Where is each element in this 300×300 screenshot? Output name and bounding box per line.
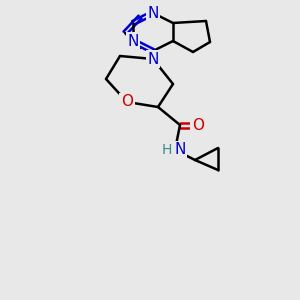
Text: O: O (121, 94, 133, 110)
Text: N: N (127, 34, 139, 49)
Text: N: N (174, 142, 186, 158)
Text: O: O (192, 118, 204, 133)
Text: N: N (147, 5, 159, 20)
Text: H: H (162, 143, 172, 157)
Text: N: N (147, 52, 159, 67)
